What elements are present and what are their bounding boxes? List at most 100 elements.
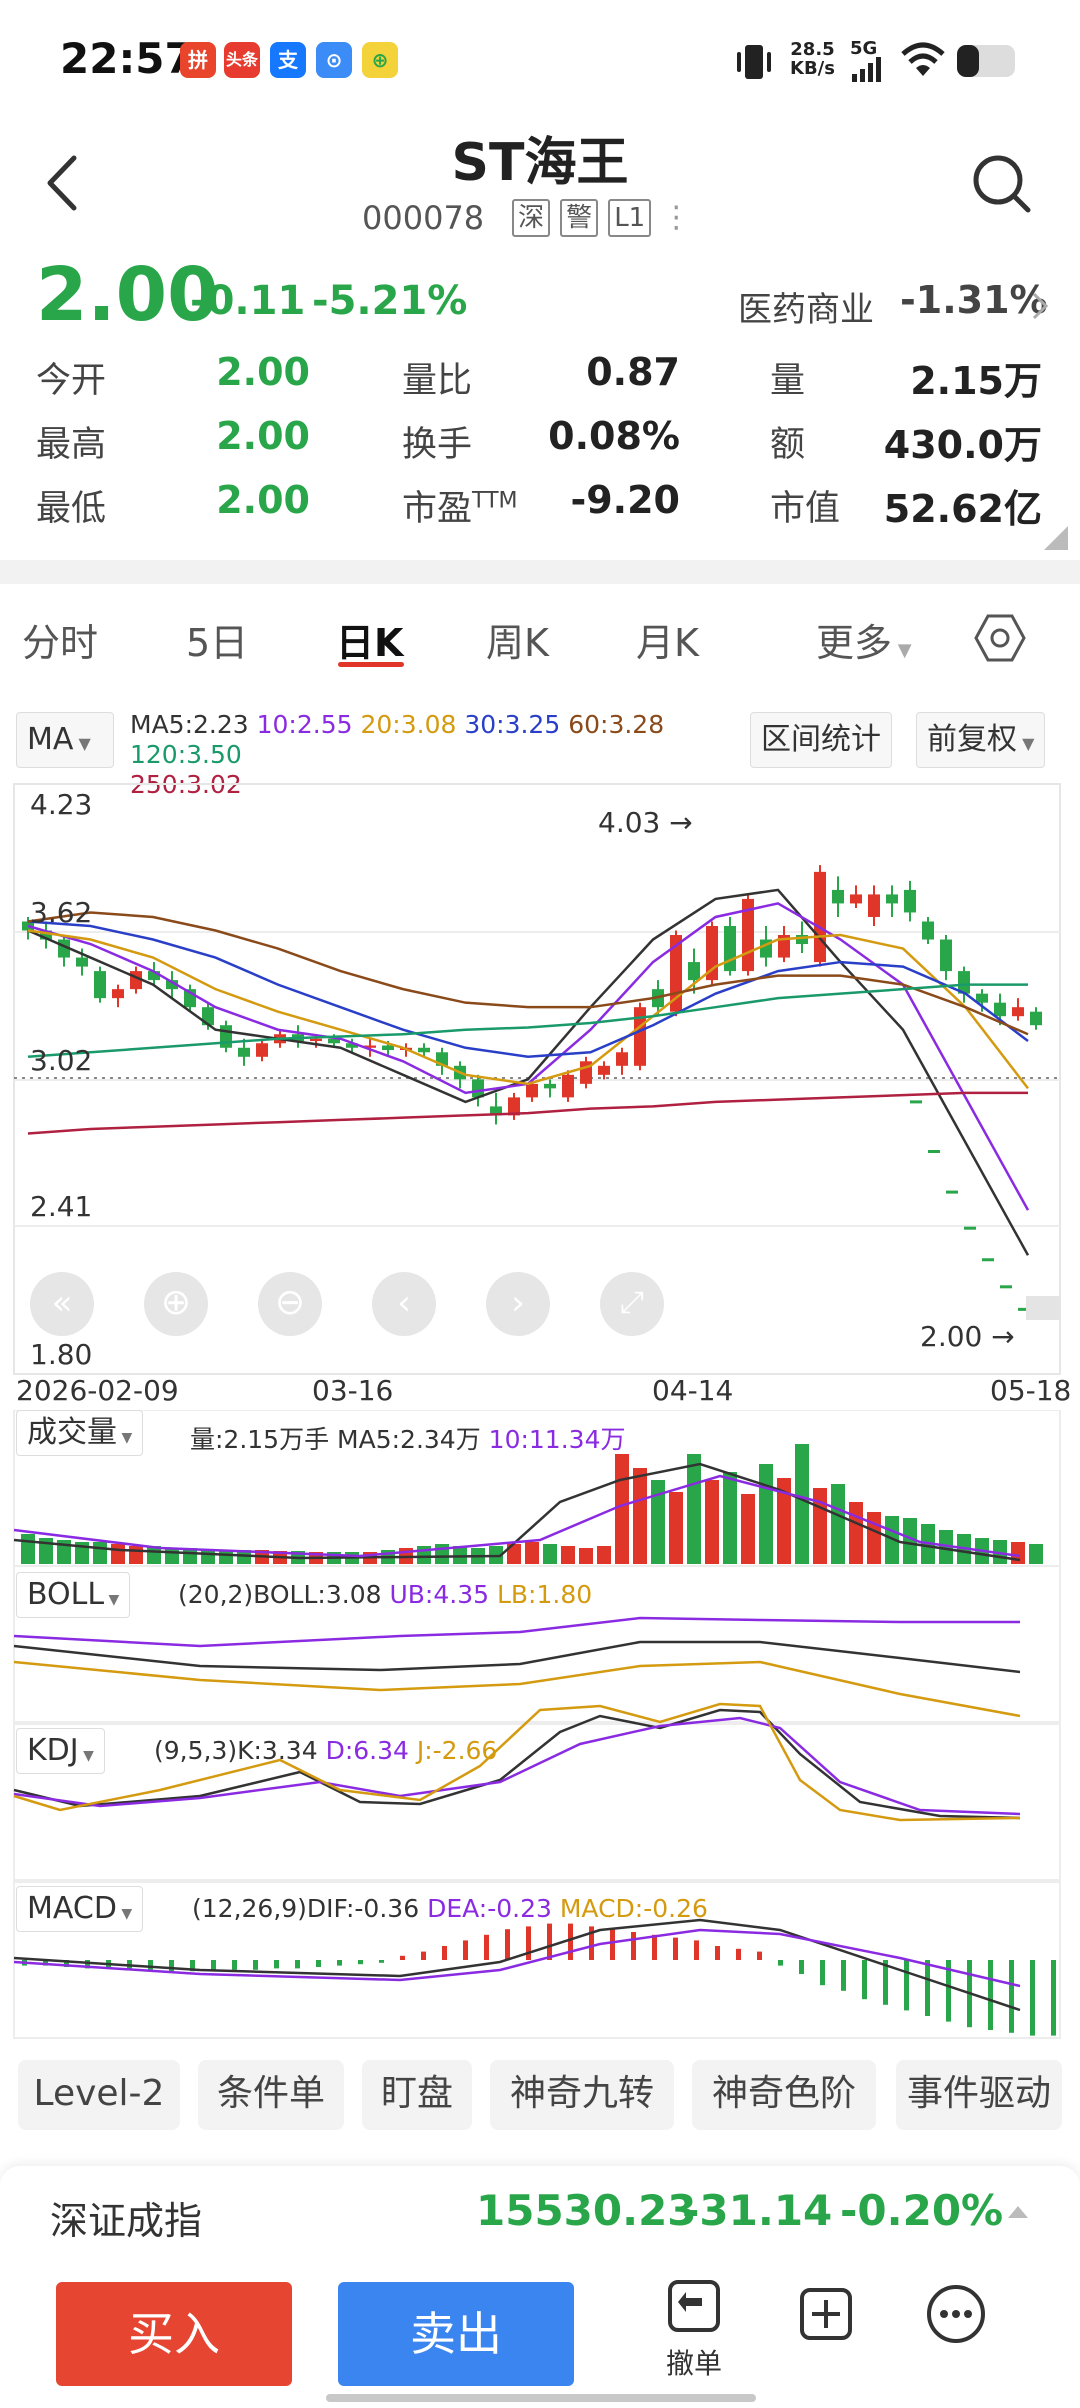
prev-button[interactable]: ‹ (372, 1272, 436, 1336)
zoom-in-button[interactable]: ⊕ (144, 1272, 208, 1336)
watch-button[interactable]: 盯盘 (362, 2060, 472, 2130)
candle-body (148, 971, 160, 981)
ma-value: 30:3.25 (464, 710, 561, 739)
conditional-order-button[interactable]: 条件单 (198, 2060, 344, 2130)
boll-selector[interactable]: BOLL ▼ (16, 1572, 131, 1618)
indicator-charts[interactable] (0, 1410, 1080, 2046)
macd-value: DEA:-0.23 (427, 1894, 552, 1923)
sector-name[interactable]: 医药商业 (738, 290, 874, 330)
caret-down-icon: ▼ (104, 1592, 120, 1608)
macd-selector-label: MACD (27, 1891, 117, 1926)
index-value: 15530.23 (476, 2186, 697, 2235)
caret-up-icon[interactable] (1006, 2204, 1030, 2220)
candle-body (1012, 1007, 1024, 1017)
candle-body (76, 957, 88, 967)
ma-selector[interactable]: MA ▼ (16, 712, 114, 768)
magic-nine-button[interactable]: 神奇九转 (490, 2060, 674, 2130)
level2-button[interactable]: Level-2 (18, 2060, 180, 2130)
candle-body (328, 1038, 340, 1044)
candle-body (904, 889, 916, 913)
volume-bar (939, 1530, 953, 1564)
high-marker-value: 4.03 (598, 806, 661, 839)
macd-bar (505, 1929, 510, 1960)
more-icon[interactable] (924, 2282, 988, 2346)
stat-label: 最高 (36, 425, 107, 465)
pe-ttm: TTM (472, 488, 518, 514)
volume-bar (759, 1464, 773, 1564)
volume-bar (903, 1518, 917, 1564)
tab-monthly-k[interactable]: 月K (636, 621, 699, 665)
interval-stats-button[interactable]: 区间统计 (750, 712, 892, 768)
ma-value: 20:3.08 (360, 710, 457, 739)
candle-body (22, 921, 34, 931)
macd-bar (589, 1926, 594, 1960)
candle-body (40, 930, 52, 940)
y-tick-label: 3.62 (30, 896, 93, 929)
cancel-order-label: 撤单 (665, 2347, 722, 2380)
boll-value: LB:1.80 (496, 1580, 593, 1609)
fullscreen-button[interactable]: ⤢ (600, 1272, 664, 1336)
next-button[interactable]: › (486, 1272, 550, 1336)
candlestick-chart[interactable] (0, 780, 1080, 1380)
macd-bar (988, 1960, 993, 2030)
stat-value: 2.00 (216, 414, 310, 458)
stat-value: 52.62亿 (883, 487, 1042, 531)
candle-body (850, 894, 862, 904)
macd-selector[interactable]: MACD ▼ (16, 1886, 144, 1932)
candle-body (868, 894, 880, 917)
stat-label: 最低 (36, 489, 107, 529)
stat-value: 0.08% (548, 414, 680, 458)
kdj-selector[interactable]: KDJ ▼ (16, 1728, 105, 1774)
active-tab-indicator (338, 662, 404, 667)
settings-hexagon-icon[interactable] (974, 612, 1026, 664)
event-driven-button[interactable]: 事件驱动 (896, 2060, 1062, 2130)
chevron-right-icon[interactable] (1030, 290, 1050, 322)
boll-upper-line (13, 1616, 1020, 1648)
volume-ma5-line (13, 1462, 1021, 1562)
adjust-selector[interactable]: 前复权 ▼ (916, 712, 1046, 768)
add-icon[interactable] (796, 2284, 856, 2344)
magic-color-button[interactable]: 神奇色阶 (692, 2060, 876, 2130)
volume-bar (777, 1478, 791, 1564)
status-bar: 22:57 拼 头条 支 ⊙ ⊕ 28.5 KB/s 5G (0, 0, 1080, 120)
tab-daily-k[interactable]: 日K (336, 621, 404, 665)
search-icon[interactable] (970, 152, 1034, 216)
tab-more[interactable]: 更多 ▼ (816, 612, 912, 667)
indicator-frame (13, 1881, 1061, 2039)
index-name[interactable]: 深证成指 (50, 2199, 203, 2243)
candle-body (634, 1007, 646, 1066)
macd-bar (85, 1960, 90, 1969)
expand-corner-icon[interactable] (1044, 526, 1068, 550)
back-arrow-icon[interactable] (40, 150, 90, 216)
volume-selector[interactable]: 成交量 ▼ (16, 1410, 144, 1456)
tab-5day[interactable]: 5日 (186, 621, 249, 665)
app-icon-pdd: 拼 (180, 42, 216, 78)
macd-bar (253, 1960, 258, 1970)
stat-label: 额 (770, 425, 806, 465)
cancel-order-icon (668, 2280, 720, 2332)
candle-body (778, 935, 790, 958)
volume-bar (525, 1542, 539, 1564)
rewind-button[interactable]: « (30, 1272, 94, 1336)
index-pct: -0.20% (840, 2186, 1004, 2235)
x-tick-label: 05-18 (990, 1374, 1072, 1407)
more-dots-icon[interactable]: ⋮ (661, 200, 692, 235)
cancel-order-button[interactable]: 撤单 (654, 2276, 734, 2382)
zoom-out-button[interactable]: ⊖ (258, 1272, 322, 1336)
buy-button[interactable]: 买入 (56, 2282, 292, 2386)
sector-change[interactable]: -1.31% (900, 278, 1048, 322)
tab-intraday[interactable]: 分时 (22, 621, 99, 665)
macd-bar (526, 1926, 531, 1960)
tab-weekly-k[interactable]: 周K (486, 621, 549, 665)
app-icon-toutiao: 头条 (224, 42, 260, 78)
x-tick-label: 04-14 (652, 1374, 734, 1407)
macd-bar (610, 1929, 615, 1960)
signal-icon (852, 57, 881, 82)
adjust-selector-label: 前复权 (927, 722, 1017, 757)
candle-body (688, 962, 700, 981)
pe-text: 市盈 (402, 489, 473, 529)
volume-bar (579, 1548, 593, 1564)
candle-body (1030, 1011, 1042, 1026)
stat-label: 换手 (402, 425, 473, 465)
sell-button[interactable]: 卖出 (338, 2282, 574, 2386)
